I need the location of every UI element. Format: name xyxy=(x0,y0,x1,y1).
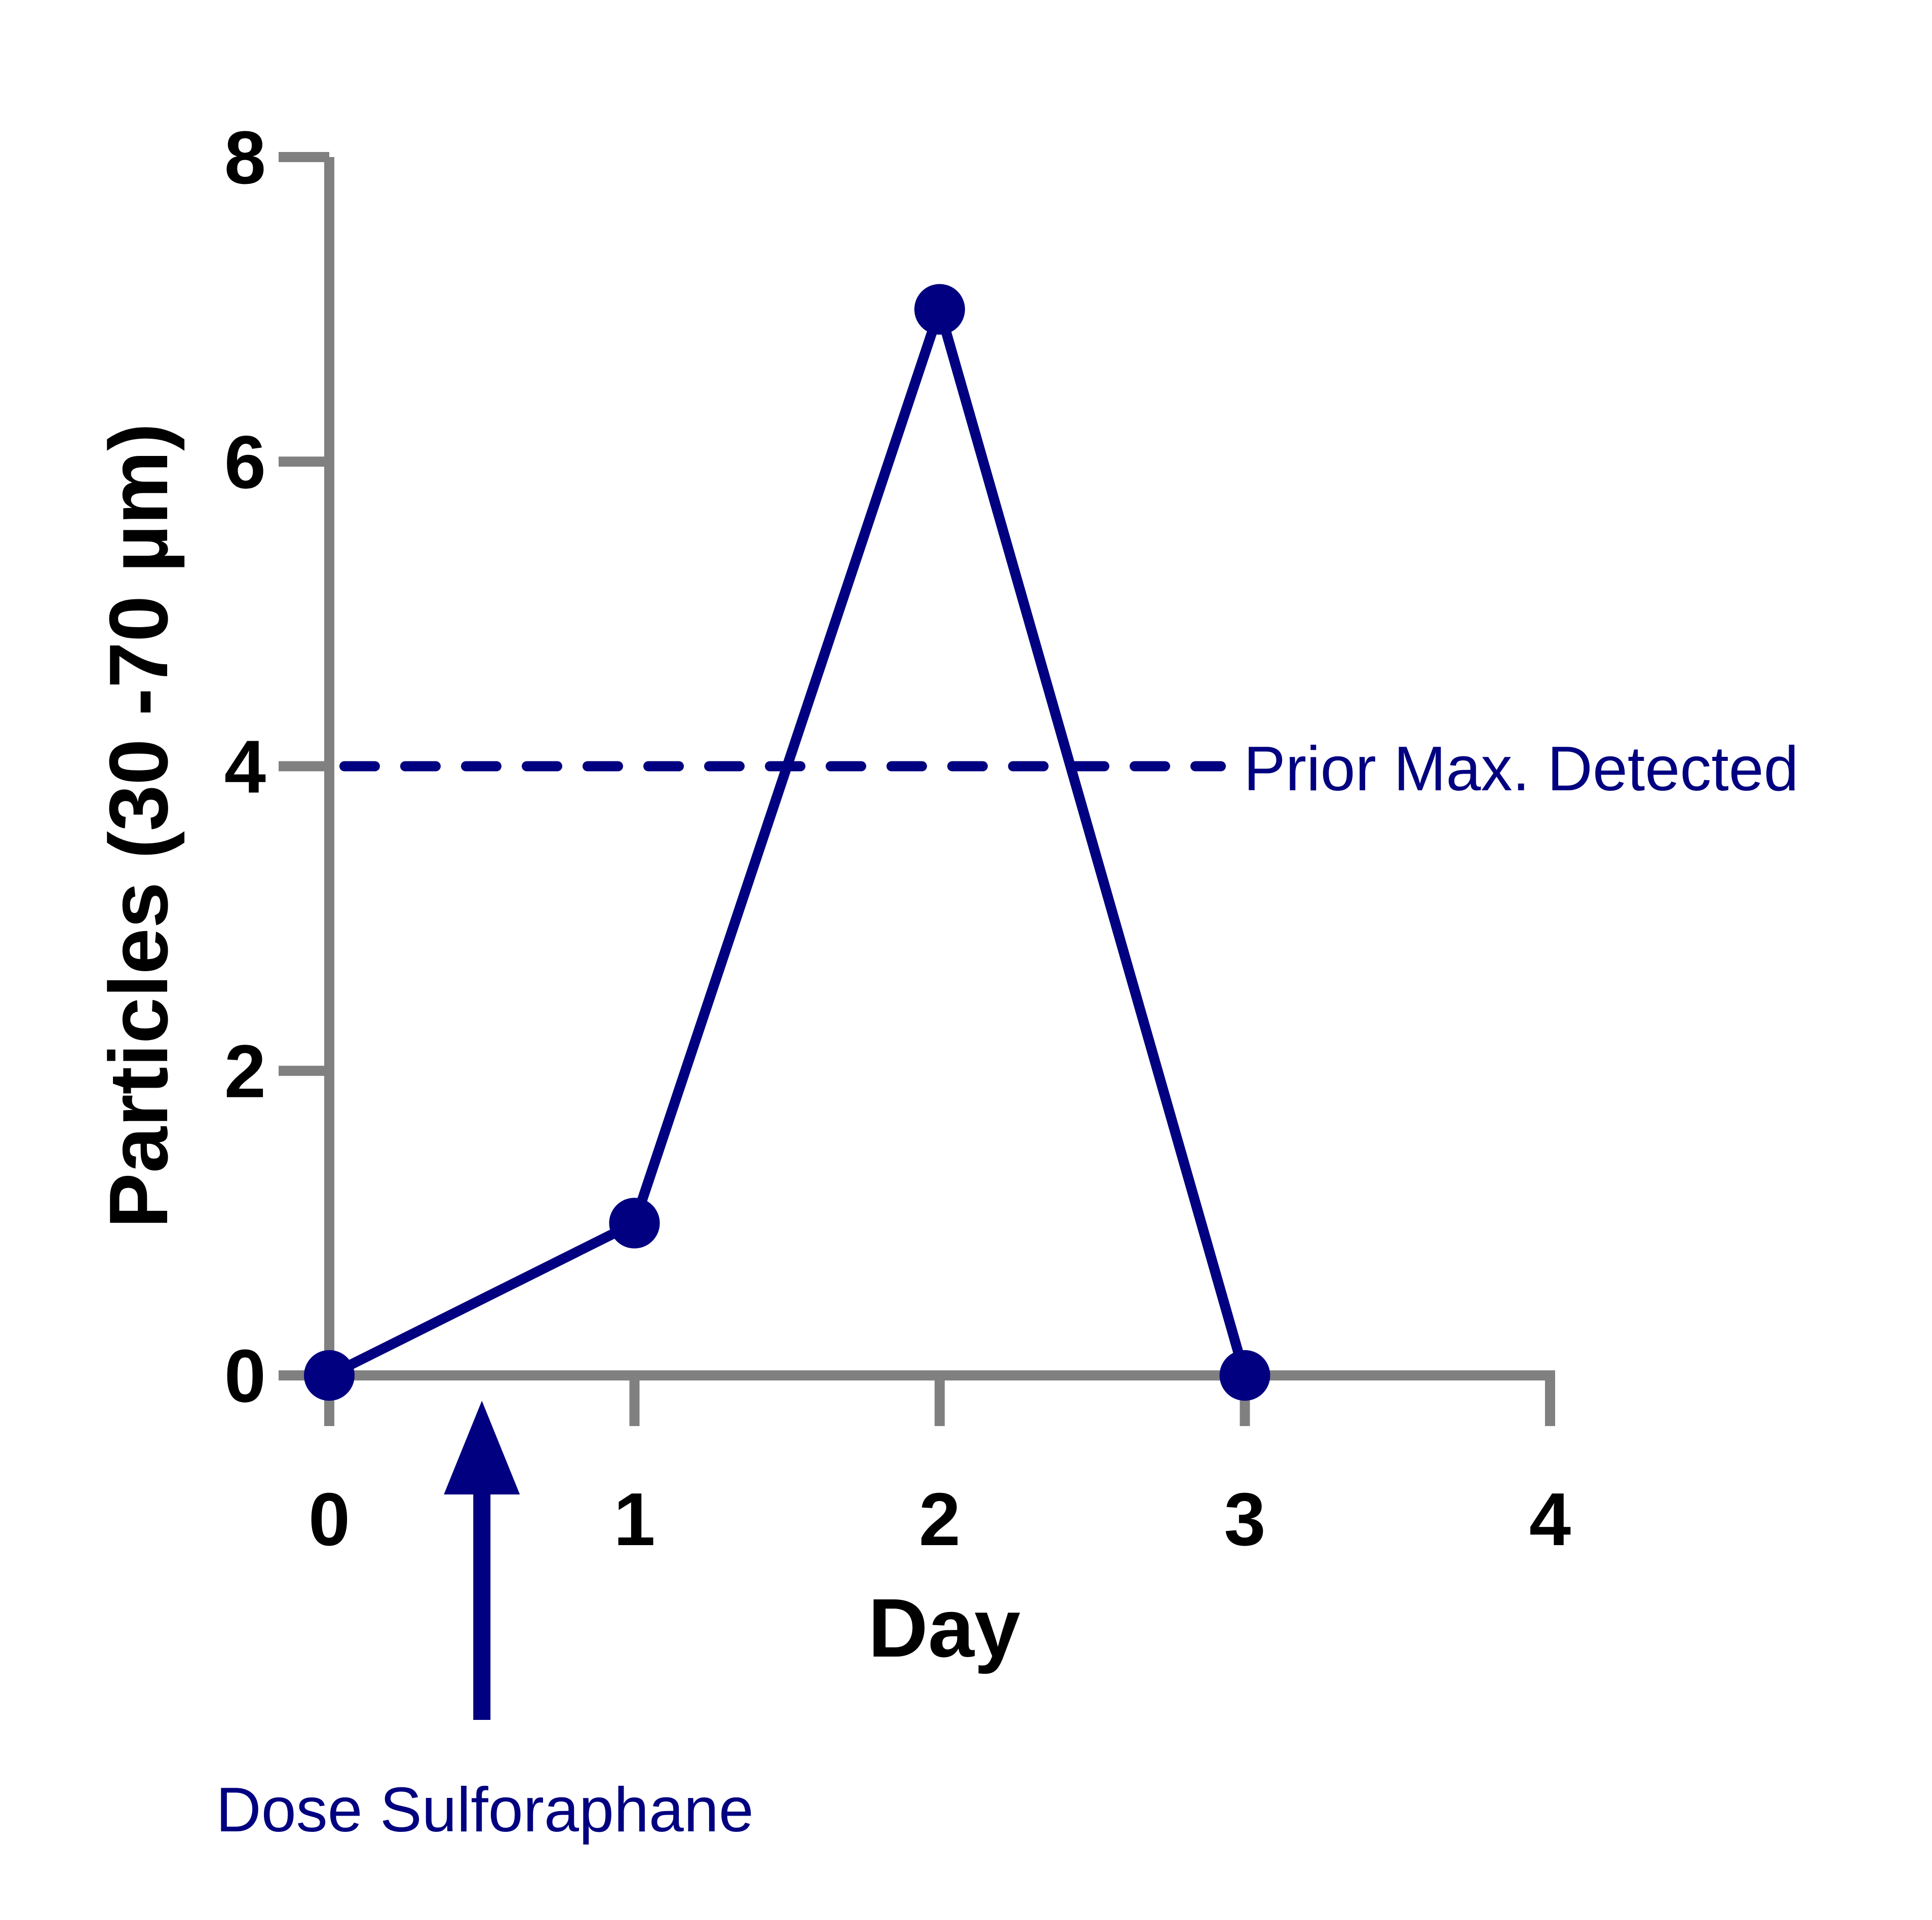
y-tick-label: 4 xyxy=(224,725,266,809)
x-axis-title: Day xyxy=(868,1582,1021,1674)
y-tick-label: 2 xyxy=(224,1030,266,1113)
dose-annotation-label: Dose Sulforaphane xyxy=(216,1775,754,1845)
x-tick-label: 4 xyxy=(1529,1478,1571,1561)
x-tick-label: 3 xyxy=(1224,1478,1265,1561)
data-point xyxy=(1219,1350,1270,1401)
y-tick-label: 6 xyxy=(224,420,266,504)
data-point xyxy=(914,284,965,335)
series-line xyxy=(327,292,1250,1380)
y-axis-title: Particles (30 -70 µm) xyxy=(92,423,185,1228)
series-group xyxy=(304,284,1270,1401)
data-point xyxy=(609,1198,660,1249)
labels-group: 0 2 4 6 8 0 1 2 3 4 xyxy=(224,116,1571,1720)
y-tick-label: 0 xyxy=(224,1334,266,1418)
dose-arrow-head xyxy=(444,1401,520,1494)
x-tick-label: 2 xyxy=(919,1478,960,1561)
reference-line-label: Prior Max. Detected xyxy=(1244,734,1799,804)
y-tick-label: 8 xyxy=(224,116,266,200)
x-tick-label: 1 xyxy=(613,1478,655,1561)
dose-arrow-shaft xyxy=(473,1487,491,1720)
x-tick-label: 0 xyxy=(308,1478,350,1561)
data-point xyxy=(304,1350,355,1401)
